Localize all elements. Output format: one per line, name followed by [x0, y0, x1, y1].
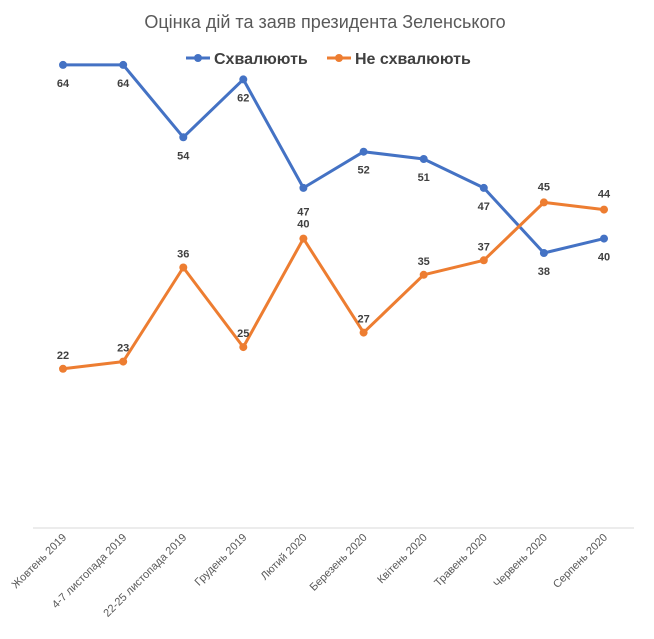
series-2-point [119, 357, 128, 366]
data-label: 27 [357, 314, 369, 326]
chart-title: Оцінка дій та заяв президента Зеленськог… [144, 12, 505, 32]
series-line-2 [61, 200, 606, 371]
series-1-point [539, 249, 548, 257]
series-2-point [479, 256, 488, 265]
series-1-point [600, 234, 608, 243]
x-tick-label: Березень 2020 [308, 532, 370, 594]
series-2-point [419, 270, 428, 279]
legend-swatch-marker [335, 54, 343, 62]
series-2-point [239, 343, 248, 352]
series-1-point [479, 183, 488, 192]
series-2-point [59, 364, 67, 373]
data-label: 64 [117, 78, 130, 90]
x-tick-label: Жовтень 2019 [10, 532, 69, 591]
x-tick-label: Серпень 2020 [551, 532, 610, 591]
legend-item-2: Не схвалюють [327, 51, 471, 68]
series-2-point [359, 328, 368, 337]
data-label: 54 [177, 150, 190, 162]
data-label: 23 [117, 343, 129, 355]
data-label: 36 [177, 249, 189, 261]
legend: Схвалюють Не схвалюють [186, 51, 471, 68]
series-2-point [299, 234, 308, 243]
x-tick-label: Лютий 2020 [259, 532, 310, 583]
legend-item-1: Схвалюють [186, 51, 308, 68]
legend-label: Схвалюють [214, 51, 308, 68]
x-tick-label: Квітень 2020 [375, 532, 429, 586]
data-label: 52 [357, 165, 369, 177]
data-label: 22 [57, 350, 69, 362]
series-1-point [179, 133, 188, 142]
series-1-point [119, 60, 128, 69]
x-tick-label: Грудень 2019 [193, 532, 250, 589]
series-1-point [239, 75, 248, 84]
data-label: 64 [57, 78, 70, 90]
data-label: 51 [418, 172, 430, 184]
series-2-point [600, 205, 608, 214]
x-tick-label: Червень 2020 [491, 532, 550, 591]
data-label: 44 [598, 189, 611, 201]
legend-swatch-marker [194, 54, 202, 62]
series-1-point [419, 155, 428, 163]
x-tick-label: Травень 2020 [432, 532, 490, 590]
series-1-point [359, 147, 368, 156]
data-label: 62 [237, 92, 249, 104]
data-label: 47 [478, 201, 490, 213]
series-2-point [179, 263, 188, 272]
series-1-point [299, 183, 308, 192]
data-label: 37 [478, 241, 490, 253]
series-layer [59, 60, 608, 373]
series-line-1 [61, 63, 606, 255]
data-label: 47 [297, 207, 309, 219]
series-2-point [539, 198, 548, 207]
data-label: 35 [418, 256, 430, 268]
data-label: 25 [237, 328, 249, 340]
data-label: 38 [538, 266, 550, 278]
data-label-layer: 64 64 54 62 47 52 51 47 38 40 22 23 36 25 40 27 35 37 45 44 [57, 78, 611, 362]
legend-label: Не схвалюють [355, 51, 471, 68]
series-1-point [59, 60, 67, 69]
data-label: 40 [297, 219, 309, 231]
data-label: 40 [598, 252, 610, 264]
data-label: 45 [538, 181, 550, 193]
